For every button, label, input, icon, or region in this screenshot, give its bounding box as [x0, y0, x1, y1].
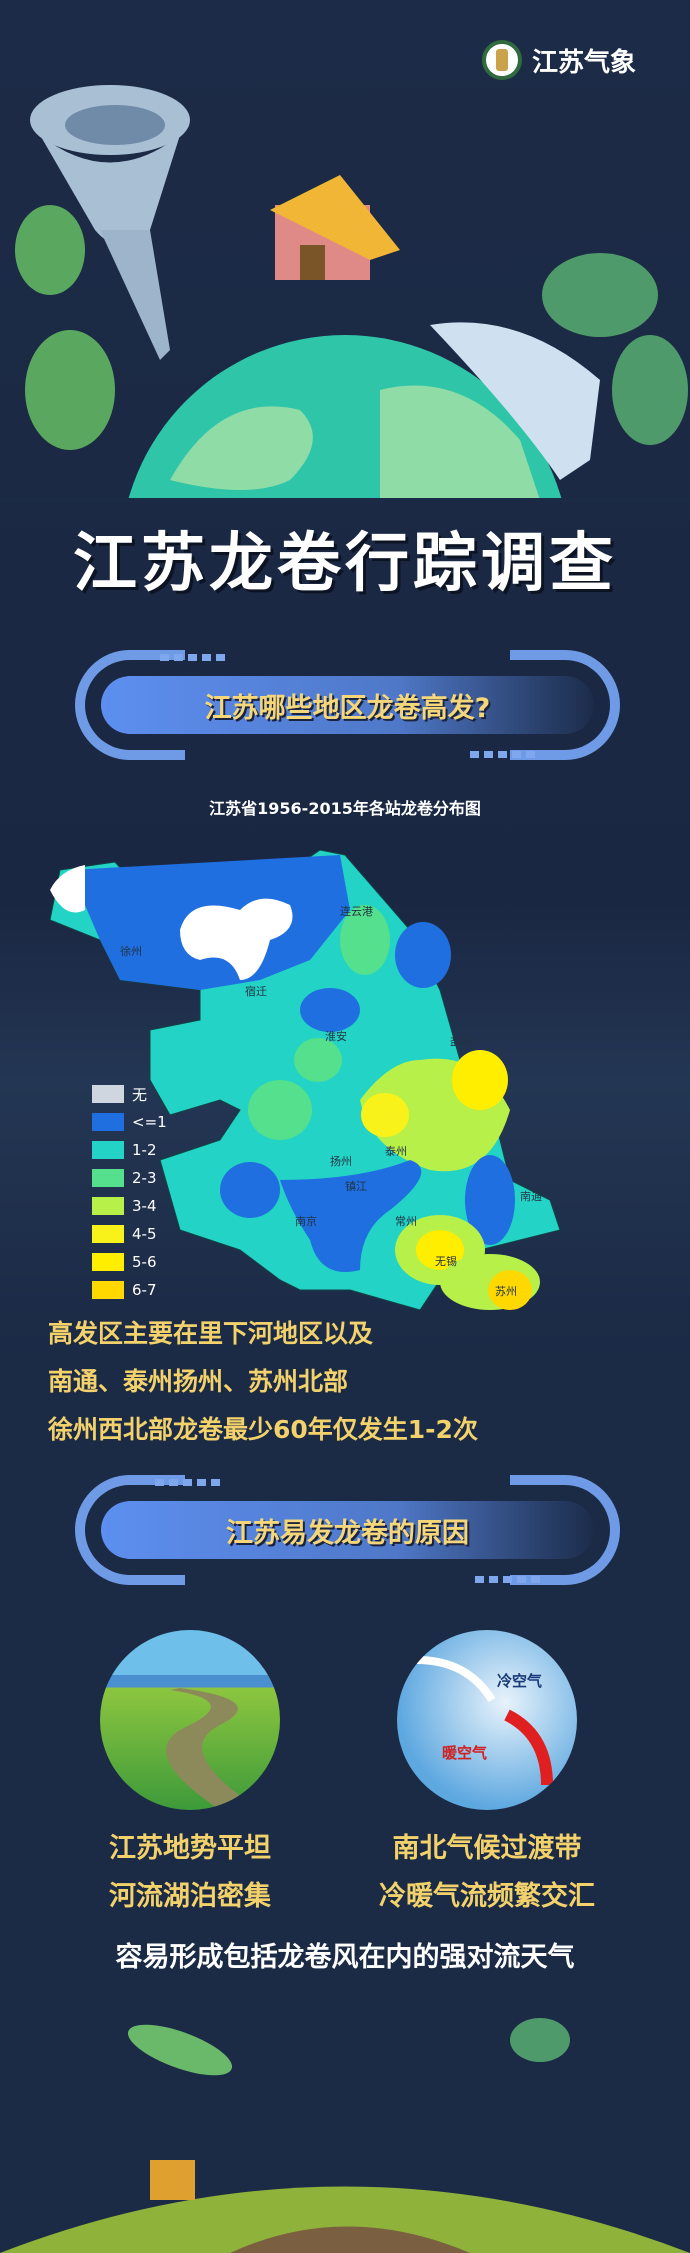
section-banner: 江苏易发龙卷的原因 [75, 1475, 620, 1585]
hero-illustration [15, 85, 688, 500]
flat-terrain-image [100, 1630, 280, 1810]
legend-swatch [92, 1085, 124, 1103]
caption-line: 江苏地势平坦 [109, 1833, 271, 1864]
city-label: 淮安 [325, 1029, 347, 1043]
legend-item: 2-3 [92, 1164, 167, 1192]
findings-text: 高发区主要在里下河地区以及 南通、泰州扬州、苏州北部 徐州西北部龙卷最少60年仅… [48, 1310, 478, 1454]
legend-swatch [92, 1169, 124, 1187]
finding-line: 徐州西北部龙卷最少60年仅发生1-2次 [48, 1415, 478, 1444]
warm-air-label: 暖空气 [442, 1744, 488, 1762]
legend-label: <=1 [132, 1113, 167, 1131]
map-legend: 无 <=1 1-2 2-3 3-4 4-5 5-6 6-7 [92, 1080, 167, 1304]
house-icon [270, 175, 400, 280]
tree-icon [25, 330, 115, 450]
logo-text: 江苏气象 [532, 47, 637, 78]
legend-item: 6-7 [92, 1276, 167, 1304]
city-label: 扬州 [330, 1154, 352, 1168]
city-label: 苏州 [495, 1285, 517, 1298]
section-heading: 江苏哪些地区龙卷高发? [204, 692, 491, 724]
leaf-icon [127, 2024, 233, 2076]
tornado-icon [30, 85, 190, 360]
section-heading: 江苏易发龙卷的原因 [226, 1517, 469, 1549]
legend-label: 1-2 [132, 1141, 157, 1159]
air-mass-image: 冷空气 暖空气 [397, 1630, 577, 1810]
logo: 江苏气象 [482, 40, 636, 80]
caption-line: 冷暖气流频繁交汇 [379, 1881, 595, 1912]
tree-icon [510, 2018, 570, 2062]
legend-swatch [92, 1253, 124, 1271]
climate-caption: 南北气候过渡带 冷暖气流频繁交汇 [337, 1825, 637, 1921]
legend-item: 5-6 [92, 1248, 167, 1276]
city-label: 常州 [395, 1215, 417, 1228]
city-label: 盐城 [450, 1035, 472, 1048]
tree-icon [612, 335, 688, 445]
legend-label: 6-7 [132, 1281, 157, 1299]
city-label: 连云港 [340, 905, 373, 918]
section-banner: 江苏哪些地区龙卷高发? [75, 650, 620, 760]
legend-label: 5-6 [132, 1253, 157, 1271]
caption-line: 河流湖泊密集 [109, 1881, 271, 1912]
city-label: 南通 [520, 1190, 542, 1203]
map-title: 江苏省1956-2015年各站龙卷分布图 [209, 799, 481, 818]
city-label: 镇江 [345, 1179, 367, 1193]
finding-line: 高发区主要在里下河地区以及 [48, 1319, 374, 1348]
page-title: 江苏龙卷行踪调查 [73, 527, 617, 601]
jiangsu-tornado-map: 连云港 徐州 宿迁 淮安 盐城 扬州 泰州 镇江 南京 常州 无锡 南通 苏州 [49, 850, 561, 1310]
wave-icon [430, 322, 600, 480]
city-label: 徐州 [120, 944, 142, 958]
legend-swatch [92, 1281, 124, 1299]
legend-item: 无 [92, 1080, 167, 1108]
legend-swatch [92, 1225, 124, 1243]
logo-emblem-icon [482, 40, 522, 80]
legend-label: 2-3 [132, 1169, 157, 1187]
warm-air-arrow-icon [504, 1709, 553, 1786]
cold-air-arrow-icon [416, 1656, 496, 1703]
terrain-caption: 江苏地势平坦 河流湖泊密集 [40, 1825, 340, 1921]
legend-label: 4-5 [132, 1225, 157, 1243]
ground [0, 2186, 690, 2253]
conclusion-text: 容易形成包括龙卷风在内的强对流天气 [115, 1942, 575, 1973]
tree-icon [15, 205, 85, 295]
finding-line: 南通、泰州扬州、苏州北部 [48, 1367, 349, 1396]
city-label: 泰州 [385, 1144, 407, 1158]
legend-item: 4-5 [92, 1220, 167, 1248]
tree-icon [542, 253, 658, 337]
legend-item: <=1 [92, 1108, 167, 1136]
legend-swatch [92, 1113, 124, 1131]
legend-label: 无 [132, 1085, 148, 1104]
caption-line: 南北气候过渡带 [392, 1833, 582, 1864]
legend-item: 1-2 [92, 1136, 167, 1164]
footer-illustration [0, 2018, 690, 2253]
cold-air-label: 冷空气 [497, 1672, 543, 1690]
hut-icon [150, 2160, 195, 2200]
legend-swatch [92, 1141, 124, 1159]
legend-swatch [92, 1197, 124, 1215]
city-label: 宿迁 [245, 984, 267, 998]
legend-item: 3-4 [92, 1192, 167, 1220]
legend-label: 3-4 [132, 1197, 157, 1215]
city-label: 南京 [295, 1214, 317, 1228]
city-label: 无锡 [435, 1254, 457, 1268]
